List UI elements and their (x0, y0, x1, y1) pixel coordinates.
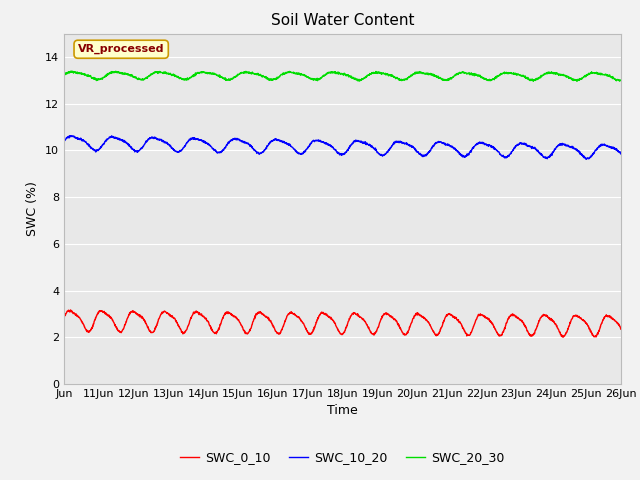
SWC_10_20 (499, 154, 506, 159)
SWC_0_10 (331, 320, 339, 326)
SWC_10_20 (582, 156, 590, 162)
SWC_0_10 (67, 307, 74, 313)
SWC_20_30 (316, 75, 324, 81)
SWC_0_10 (559, 334, 567, 340)
SWC_10_20 (331, 147, 339, 153)
SWC_20_30 (60, 72, 68, 77)
SWC_10_20 (601, 142, 609, 147)
SWC_10_20 (60, 139, 68, 144)
Text: VR_processed: VR_processed (78, 44, 164, 54)
SWC_0_10 (617, 326, 625, 332)
SWC_10_20 (67, 133, 74, 139)
SWC_0_10 (60, 314, 68, 320)
SWC_20_30 (573, 78, 581, 84)
SWC_0_10 (89, 323, 97, 329)
SWC_10_20 (602, 142, 609, 148)
Line: SWC_20_30: SWC_20_30 (64, 71, 621, 81)
SWC_10_20 (617, 151, 625, 157)
Title: Soil Water Content: Soil Water Content (271, 13, 414, 28)
X-axis label: Time: Time (327, 405, 358, 418)
SWC_20_30 (601, 72, 609, 78)
SWC_20_30 (602, 72, 609, 77)
SWC_20_30 (89, 75, 97, 81)
SWC_20_30 (331, 69, 339, 75)
SWC_10_20 (89, 147, 97, 153)
SWC_0_10 (316, 312, 324, 318)
SWC_0_10 (602, 314, 609, 320)
SWC_20_30 (67, 68, 75, 74)
Y-axis label: SWC (%): SWC (%) (26, 181, 40, 236)
SWC_20_30 (617, 77, 625, 83)
SWC_0_10 (601, 314, 609, 320)
SWC_10_20 (316, 138, 324, 144)
SWC_20_30 (499, 70, 506, 76)
Legend: SWC_0_10, SWC_10_20, SWC_20_30: SWC_0_10, SWC_10_20, SWC_20_30 (175, 446, 510, 469)
SWC_0_10 (499, 330, 506, 336)
Line: SWC_10_20: SWC_10_20 (64, 136, 621, 159)
Line: SWC_0_10: SWC_0_10 (64, 310, 621, 337)
